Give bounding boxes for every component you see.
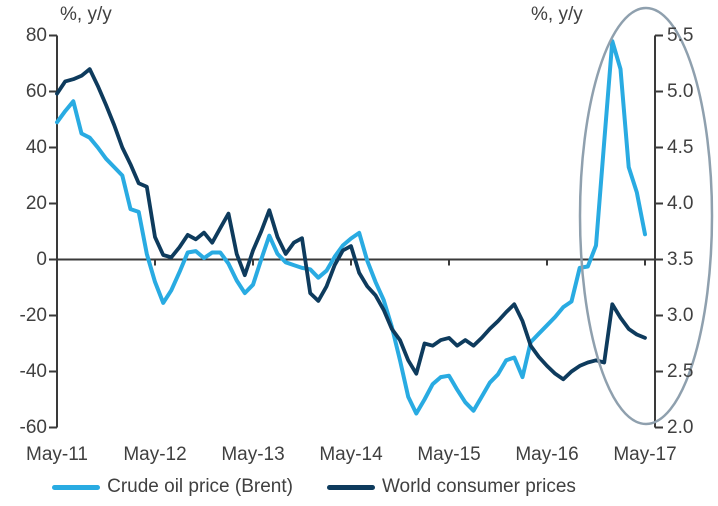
right-axis-tick-label: 3.0 [667, 304, 694, 326]
left-axis-tick-label: 60 [25, 80, 47, 102]
right-axis-tick-label: 2.0 [667, 416, 694, 438]
left-axis-tick-label: -60 [19, 416, 47, 438]
legend: Crude oil price (Brent) World consumer pr… [0, 476, 718, 498]
right-axis-tick-label: 2.5 [667, 360, 694, 382]
x-axis-tick-label: May-13 [221, 444, 285, 465]
x-axis-tick-label: May-17 [613, 444, 677, 465]
crude-oil-series-line [55, 39, 647, 416]
x-axis-tick-label: May-14 [319, 444, 383, 465]
right-axis-tick-label: 5.5 [667, 24, 694, 46]
legend-item: World consumer prices [326, 476, 576, 498]
left-axis-tick-label: 20 [25, 192, 47, 214]
legend-item: Crude oil price (Brent) [52, 476, 293, 498]
right-axis-title: %, y/y [531, 4, 583, 25]
x-axis-tick-label: May-12 [123, 444, 187, 465]
left-axis-tick-label: 40 [25, 136, 47, 158]
highlight-ellipse-annotation [578, 6, 714, 426]
x-axis-tick-label: May-15 [417, 444, 481, 465]
right-axis-tick-label: 5.0 [667, 80, 694, 102]
left-axis-tick-label: -40 [19, 360, 47, 382]
legend-line-swatch [326, 484, 375, 490]
left-axis-tick-label: 0 [36, 248, 47, 270]
right-axis-tick-label: 4.0 [667, 192, 694, 214]
left-axis-tick-label: 80 [25, 24, 47, 46]
world-cpi-series-line [55, 67, 647, 382]
left-axis-title: %, y/y [60, 4, 112, 25]
x-axis-tick-label: May-11 [26, 444, 88, 465]
right-axis-tick-label: 4.5 [667, 136, 694, 158]
x-axis-tick-label: May-16 [515, 444, 579, 465]
legend-label: Crude oil price (Brent) [107, 476, 293, 497]
right-axis-tick-label: 3.5 [667, 248, 694, 270]
left-axis-tick-label: -20 [19, 304, 47, 326]
legend-label: World consumer prices [381, 476, 576, 497]
legend-line-swatch [52, 484, 101, 490]
